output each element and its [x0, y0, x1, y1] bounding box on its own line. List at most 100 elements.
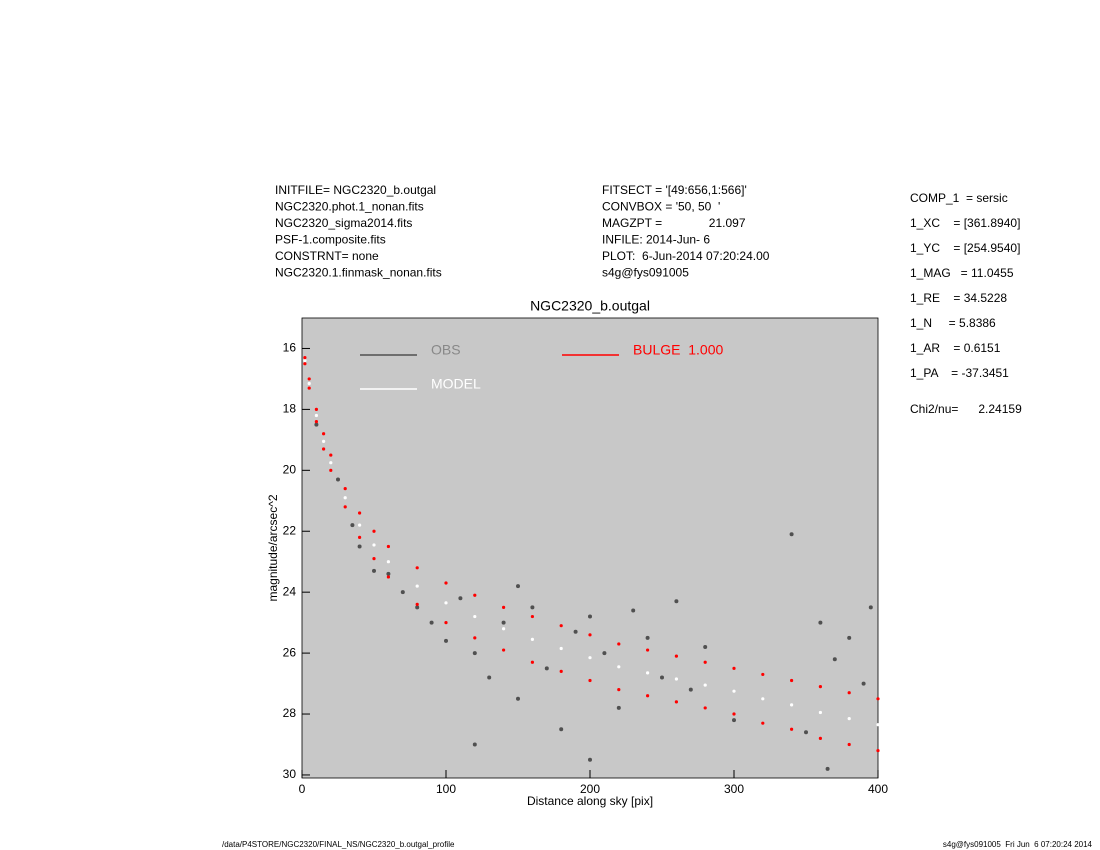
data-point	[487, 675, 492, 680]
data-point	[588, 678, 592, 683]
data-point	[732, 689, 736, 693]
data-point	[588, 757, 592, 762]
y-tick-label: 24	[283, 584, 297, 598]
y-tick-label: 28	[283, 706, 297, 720]
data-point	[688, 687, 693, 692]
data-point	[761, 721, 765, 725]
param-line: 1_RE = 34.5228	[910, 291, 1007, 305]
chart-title: NGC2320_b.outgal	[530, 298, 650, 314]
data-point	[444, 638, 448, 643]
data-point	[876, 723, 880, 727]
data-point	[314, 413, 318, 418]
data-point	[674, 599, 679, 604]
data-point	[631, 608, 636, 613]
data-point	[660, 675, 664, 680]
y-tick-label: 18	[283, 402, 297, 416]
data-point	[307, 381, 311, 386]
data-point	[502, 648, 506, 652]
footer-left: /data/P4STORE/NGC2320/FINAL_NS/NGC2320_b…	[222, 840, 455, 849]
param-line: 1_N = 5.8386	[910, 316, 996, 330]
data-point	[703, 660, 707, 664]
data-point	[732, 666, 736, 670]
data-point	[602, 651, 607, 656]
data-point	[588, 656, 592, 660]
data-point	[818, 736, 823, 740]
data-point	[343, 505, 347, 509]
data-point	[444, 581, 448, 585]
data-point	[761, 697, 765, 701]
header-line: CONSTRNT= none	[275, 249, 379, 263]
y-tick-label: 30	[283, 767, 297, 781]
y-tick-label: 16	[283, 341, 297, 355]
data-point	[617, 642, 621, 646]
data-point	[790, 727, 794, 731]
y-tick-label: 26	[283, 645, 297, 659]
y-axis-label: magnitude/arcsec^2	[266, 494, 280, 601]
data-point	[516, 584, 520, 589]
header-line: NGC2320_sigma2014.fits	[275, 216, 412, 230]
data-point	[357, 544, 362, 549]
data-point	[372, 568, 376, 573]
data-point	[847, 716, 851, 721]
footer-right: s4g@fys091005 Fri Jun 6 07:20:24 2014	[943, 840, 1093, 849]
data-point	[314, 419, 318, 424]
data-point	[307, 377, 311, 381]
header-line: PLOT: 6-Jun-2014 07:20:24.00	[602, 249, 770, 263]
x-tick-label: 100	[436, 782, 456, 796]
data-point	[530, 660, 535, 664]
x-axis-label: Distance along sky [pix]	[527, 794, 653, 808]
data-point	[358, 523, 362, 527]
data-point	[350, 523, 355, 528]
legend-label: MODEL	[431, 376, 481, 392]
data-point	[674, 700, 679, 704]
data-point	[343, 486, 347, 491]
header-line: NGC2320.phot.1_nonan.fits	[275, 200, 424, 214]
data-point	[559, 646, 563, 651]
data-point	[616, 705, 621, 710]
data-point	[818, 685, 823, 689]
data-point	[559, 727, 564, 732]
data-point	[303, 359, 307, 363]
data-point	[646, 648, 650, 652]
data-point	[847, 742, 851, 747]
data-point	[703, 683, 707, 687]
data-point	[530, 614, 535, 619]
legend-label: BULGE 1.000	[633, 342, 723, 358]
header-line: MAGZPT = 21.097	[602, 216, 746, 230]
data-point	[645, 635, 650, 640]
data-point	[472, 742, 477, 747]
data-point	[703, 706, 707, 710]
data-point	[336, 477, 340, 482]
legend-label: OBS	[431, 342, 461, 358]
data-point	[847, 691, 851, 695]
param-line: COMP_1 = sersic	[910, 191, 1008, 205]
x-tick-label: 200	[580, 782, 600, 796]
data-point	[372, 543, 376, 547]
header-line: FITSECT = '[49:656,1:566]'	[602, 183, 747, 197]
plot-area	[301, 317, 879, 779]
data-point	[530, 605, 535, 610]
data-point	[314, 407, 318, 411]
data-point	[303, 362, 307, 366]
y-tick-label: 20	[283, 462, 297, 476]
param-line: 1_YC = [254.9540]	[910, 241, 1020, 255]
data-point	[415, 584, 419, 588]
data-point	[646, 694, 650, 698]
data-point	[372, 529, 376, 533]
data-point	[322, 439, 326, 443]
data-point	[501, 620, 506, 625]
data-point	[314, 422, 319, 427]
data-point	[588, 633, 592, 637]
data-point	[386, 560, 390, 564]
data-point	[818, 620, 823, 625]
data-point	[473, 614, 477, 619]
data-point	[386, 575, 390, 579]
header-line: INFILE: 2014-Jun- 6	[602, 233, 710, 247]
data-point	[343, 496, 347, 500]
data-point	[674, 677, 679, 681]
data-point	[703, 645, 708, 650]
data-point	[473, 636, 477, 640]
data-point	[761, 672, 765, 677]
data-point	[732, 712, 736, 716]
